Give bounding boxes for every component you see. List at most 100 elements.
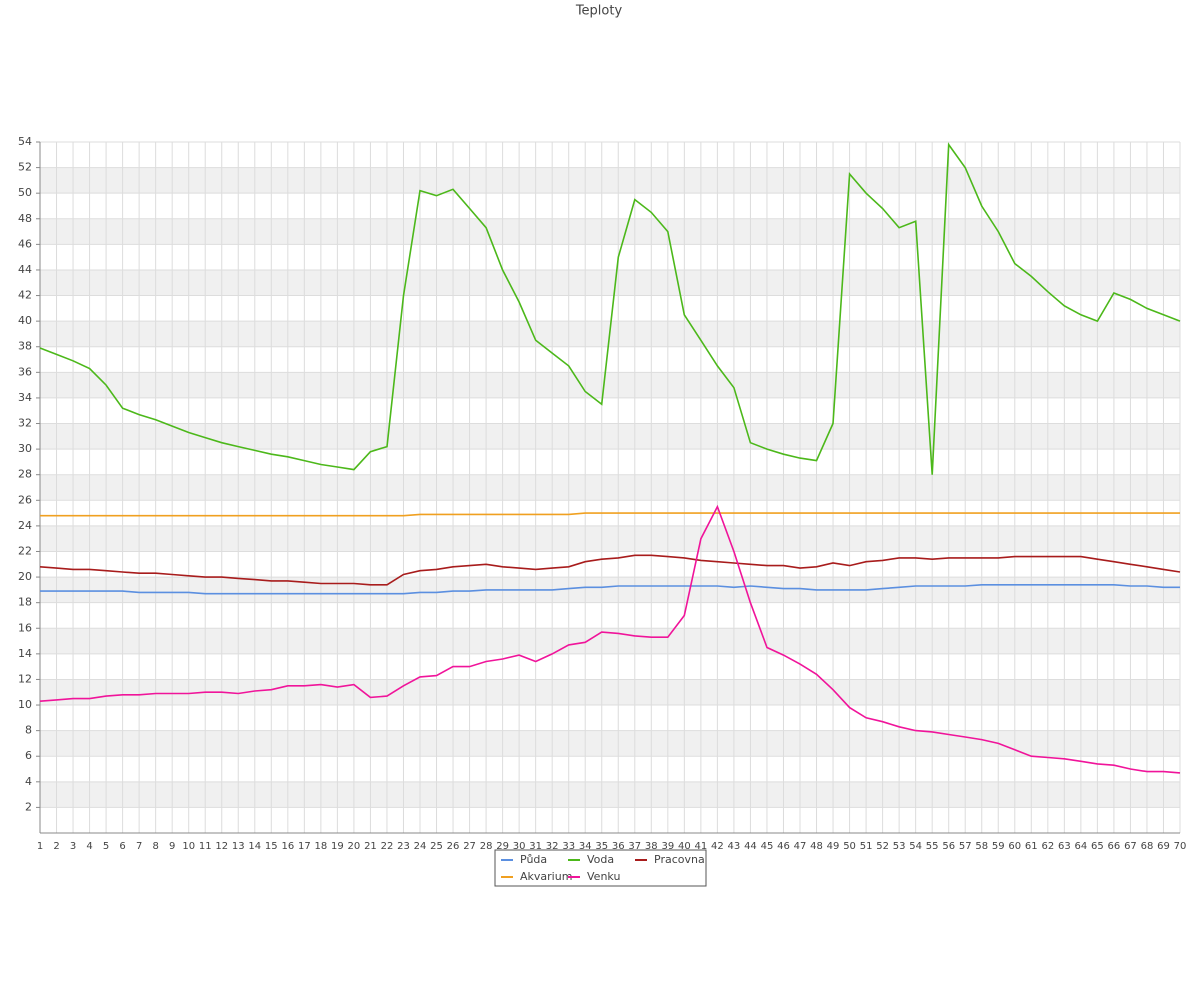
x-tick-label: 59 [992, 841, 1005, 852]
x-tick-label: 31 [529, 841, 542, 852]
x-tick-label: 35 [595, 841, 608, 852]
x-tick-label: 11 [199, 841, 212, 852]
y-tick-label: 48 [18, 212, 32, 225]
x-tick-label: 56 [942, 841, 955, 852]
x-tick-label: 16 [281, 841, 294, 852]
grid-band [40, 577, 1180, 603]
x-tick-label: 45 [761, 841, 774, 852]
x-tick-label: 44 [744, 841, 757, 852]
x-tick-label: 20 [348, 841, 361, 852]
series-line [40, 584, 1180, 595]
x-tick-label: 32 [546, 841, 559, 852]
x-tick-label: 69 [1157, 841, 1170, 852]
y-tick-label: 38 [18, 340, 32, 353]
x-tick-label: 2 [53, 841, 59, 852]
x-tick-label: 55 [926, 841, 939, 852]
grid-band [40, 525, 1180, 552]
x-tick-label: 24 [414, 841, 427, 852]
y-tick-label: 2 [25, 800, 32, 813]
x-tick-label: 62 [1041, 841, 1054, 852]
legend-label: Pracovna [654, 853, 705, 866]
grid-band [40, 423, 1180, 450]
y-tick-label: 32 [18, 417, 32, 430]
x-tick-label: 33 [562, 841, 575, 852]
grid-band [40, 167, 1180, 194]
x-tick-label: 25 [430, 841, 443, 852]
y-tick-label: 16 [18, 621, 32, 634]
y-tick-label: 10 [18, 698, 32, 711]
x-tick-label: 8 [152, 841, 158, 852]
y-tick-label: 40 [18, 314, 32, 327]
x-tick-label: 43 [728, 841, 741, 852]
x-tick-label: 54 [909, 841, 922, 852]
x-tick-label: 21 [364, 841, 377, 852]
x-tick-label: 10 [182, 841, 195, 852]
x-tick-label: 66 [1108, 841, 1121, 852]
x-tick-label: 61 [1025, 841, 1038, 852]
y-tick-label: 4 [25, 775, 32, 788]
y-tick-label: 46 [18, 237, 32, 250]
x-tick-label: 15 [265, 841, 278, 852]
x-tick-label: 6 [119, 841, 125, 852]
y-tick-label: 8 [25, 724, 32, 737]
y-tick-label: 42 [18, 289, 32, 302]
y-tick-label: 28 [18, 468, 32, 481]
legend-label: Voda [587, 853, 614, 866]
y-tick-label: 26 [18, 493, 32, 506]
legend-label: Půda [520, 853, 547, 866]
x-tick-label: 30 [513, 841, 526, 852]
x-tick-label: 38 [645, 841, 658, 852]
grid-band [40, 730, 1180, 757]
y-tick-label: 44 [18, 263, 32, 276]
x-tick-label: 34 [579, 841, 592, 852]
y-tick-label: 54 [18, 135, 32, 148]
y-tick-label: 12 [18, 672, 32, 685]
legend-label: Venku [587, 870, 620, 883]
series-line [39, 554, 1181, 586]
x-tick-label: 57 [959, 841, 972, 852]
y-tick-label: 22 [18, 544, 32, 557]
x-tick-label: 36 [612, 841, 625, 852]
y-tick-label: 24 [18, 519, 32, 532]
y-tick-label: 14 [18, 647, 32, 660]
grid-band [40, 474, 1180, 501]
x-tick-label: 37 [628, 841, 641, 852]
y-tick-label: 50 [18, 186, 32, 199]
x-tick-label: 68 [1141, 841, 1154, 852]
y-tick-label: 20 [18, 570, 32, 583]
x-tick-label: 18 [315, 841, 328, 852]
grid-band [40, 372, 1180, 398]
x-tick-label: 42 [711, 841, 724, 852]
legend-label: Akvarium [520, 870, 572, 883]
x-tick-label: 48 [810, 841, 823, 852]
x-tick-label: 1 [37, 841, 43, 852]
x-tick-label: 13 [232, 841, 245, 852]
y-tick-label: 36 [18, 365, 32, 378]
x-tick-label: 64 [1075, 841, 1088, 852]
x-tick-label: 29 [496, 841, 509, 852]
x-tick-label: 26 [447, 841, 460, 852]
x-tick-label: 70 [1174, 841, 1187, 852]
x-tick-label: 12 [215, 841, 228, 852]
y-tick-label: 52 [18, 161, 32, 174]
grid-band [40, 781, 1180, 808]
grid-band [40, 218, 1180, 245]
x-tick-label: 63 [1058, 841, 1071, 852]
x-tick-label: 47 [794, 841, 807, 852]
x-tick-label: 14 [248, 841, 261, 852]
x-tick-label: 3 [70, 841, 76, 852]
y-tick-label: 18 [18, 596, 32, 609]
x-tick-label: 40 [678, 841, 691, 852]
chart-title: Teploty [575, 4, 623, 19]
x-tick-label: 17 [298, 841, 311, 852]
x-tick-label: 7 [136, 841, 142, 852]
x-tick-label: 52 [876, 841, 889, 852]
x-tick-label: 58 [975, 841, 988, 852]
x-tick-label: 50 [843, 841, 856, 852]
x-tick-label: 27 [463, 841, 476, 852]
series-line [39, 142, 1181, 475]
x-tick-label: 28 [480, 841, 493, 852]
x-tick-label: 67 [1124, 841, 1137, 852]
x-tick-label: 5 [103, 841, 109, 852]
